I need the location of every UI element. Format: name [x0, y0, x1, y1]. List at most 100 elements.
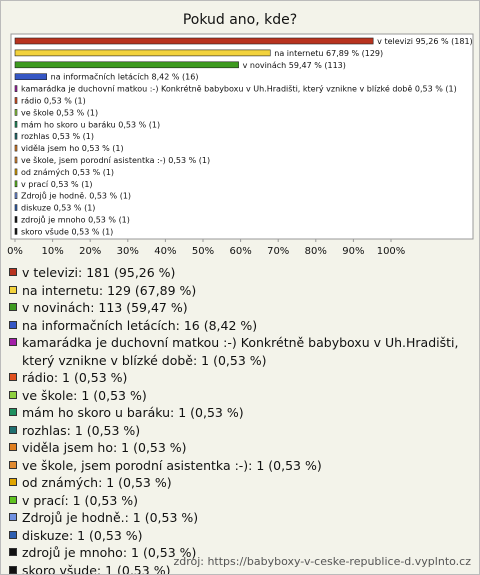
x-tick-label: 40%: [154, 246, 176, 257]
legend-label: diskuze: 1 (0,53 %): [22, 527, 143, 543]
legend-swatch: [9, 530, 17, 539]
category-label: mám ho skoro u baráku: [21, 120, 116, 129]
legend-swatch: [9, 495, 17, 504]
category-label: ve škole: [21, 107, 54, 117]
x-tick-label: 100%: [377, 246, 406, 257]
bar: [14, 204, 18, 211]
x-tick-label: 0%: [7, 246, 23, 257]
legend-swatch: [9, 408, 17, 416]
category-label: ve škole, jsem porodní asistentka :-): [21, 155, 166, 165]
category-label: kamarádka je duchovní matkou :-) Konkrét…: [21, 83, 412, 93]
legend-label: na informačních letácích: 16 (8,42 %): [22, 317, 258, 333]
category-label: na informačních letácích: [51, 71, 149, 81]
legend-label: ve škole: 1 (0,53 %): [22, 387, 147, 403]
chart-title: Pokud ano, kde?: [183, 12, 297, 28]
value-label: 0,53 % (1): [415, 84, 457, 93]
bar-label: Zdrojů je hodně. 0,53 % (1): [21, 190, 131, 200]
value-label: 0,53 % (1): [54, 203, 96, 212]
bar-label: od známých 0,53 % (1): [21, 167, 114, 176]
bar-label: ve škole 0,53 % (1): [21, 107, 98, 117]
bar: [14, 144, 18, 152]
bar: [14, 85, 18, 92]
legend-item: zdrojů je mnoho: 1 (0,53 %): [9, 544, 464, 562]
bar-label: mám ho skoro u baráku 0,53 % (1): [21, 120, 160, 129]
category-label: rozhlas: [21, 132, 50, 141]
bar-label: viděla jsem ho 0,53 % (1): [21, 144, 124, 153]
legend-item: rádio: 1 (0,53 %): [9, 369, 464, 387]
category-label: v prací: [21, 179, 49, 188]
legend-swatch: [9, 320, 17, 329]
legend-swatch: [9, 460, 17, 469]
category-label: od známých: [21, 167, 70, 176]
bar-label: rádio 0,53 % (1): [21, 96, 86, 105]
value-label: 8,42 % (16): [152, 72, 199, 81]
legend-item: Zdrojů je hodně.: 1 (0,53 %): [9, 509, 464, 527]
category-label: v novinách: [243, 60, 287, 69]
bar-label: v novinách 59,47 % (113): [243, 60, 346, 69]
x-tick-label: 60%: [229, 246, 251, 257]
legend-label: v novinách: 113 (59,47 %): [22, 300, 188, 315]
value-label: 0,53 % (1): [72, 167, 114, 176]
bar: [14, 61, 239, 69]
value-label: 0,53 % (1): [88, 215, 130, 224]
category-label: na internetu: [274, 48, 323, 57]
legend-item: v televizi: 181 (95,26 %): [9, 264, 464, 282]
legend-item: ve škole: 1 (0,53 %): [9, 387, 464, 405]
bar: [14, 132, 18, 140]
bar-label: kamarádka je duchovní matkou :-) Konkrét…: [21, 83, 457, 93]
legend-label: skoro všude: 1 (0,53 %): [22, 562, 171, 575]
bar: [14, 156, 18, 164]
value-label: 0,53 % (1): [89, 191, 131, 200]
bar: [14, 121, 18, 128]
legend-item: kamarádka je duchovní matkou :-) Konkrét…: [9, 334, 464, 369]
legend-item: na internetu: 129 (67,89 %): [9, 282, 464, 300]
bar-label: v televizi 95,26 % (181): [377, 37, 473, 46]
legend-label: na internetu: 129 (67,89 %): [22, 282, 197, 298]
legend-item: rozhlas: 1 (0,53 %): [9, 422, 464, 440]
bar-label: v prací 0,53 % (1): [21, 179, 93, 188]
legend-label: v prací: 1 (0,53 %): [22, 492, 138, 508]
legend-label: rozhlas: 1 (0,53 %): [22, 422, 141, 438]
bar-label: na informačních letácích 8,42 % (16): [51, 71, 199, 81]
x-tick-label: 70%: [267, 246, 289, 257]
legend-swatch: [9, 285, 17, 294]
legend-label: rádio: 1 (0,53 %): [22, 370, 128, 385]
legend-item: ve škole, jsem porodní asistentka :-): 1…: [9, 457, 464, 475]
chart: Pokud ano, kde? 0% 10% 20% 30% 40% 50% 60% 70% 8…: [7, 12, 474, 257]
value-label: 59,47 % (113): [289, 60, 346, 69]
value-label: 0,53 % (1): [118, 120, 160, 129]
category-label: v televizi: [377, 37, 413, 46]
x-tick-label: 90%: [342, 246, 364, 257]
legend-swatch: [9, 390, 17, 399]
legend-label: Zdrojů je hodně.: 1 (0,53 %): [22, 510, 199, 525]
legend-swatch: [9, 373, 17, 381]
legend-item: od známých: 1 (0,53 %): [9, 474, 464, 492]
value-label: 0,53 % (1): [44, 96, 86, 105]
bar-label: ve škole, jsem porodní asistentka :-) 0,…: [21, 155, 210, 165]
source: zdroj: https://babyboxy-v-ceske-republic…: [173, 555, 471, 568]
value-label: 0,53 % (1): [56, 108, 98, 117]
legend-label: mám ho skoro u baráku: 1 (0,53 %): [22, 405, 244, 420]
category-label: diskuze: [21, 203, 51, 212]
bar: [14, 180, 18, 188]
legend-label: od známých: 1 (0,53 %): [22, 475, 172, 490]
category-label: skoro všude: [21, 226, 69, 236]
legend-label: ve škole, jsem porodní asistentka :-): 1…: [22, 457, 322, 473]
legend-item: diskuze: 1 (0,53 %): [9, 527, 464, 545]
x-tick-label: 50%: [192, 246, 214, 257]
legend-item: skoro všude: 1 (0,53 %): [9, 562, 464, 575]
legend-swatch: [9, 268, 17, 276]
bar: [14, 49, 271, 57]
bar-label: skoro všude 0,53 % (1): [21, 226, 113, 236]
legend-item: viděla jsem ho: 1 (0,53 %): [9, 439, 464, 457]
x-tick-label: 10%: [41, 246, 63, 257]
bar: [14, 37, 374, 45]
value-label: 0,53 % (1): [168, 156, 210, 165]
category-label: Zdrojů je hodně.: [21, 190, 87, 200]
legend-swatch: [9, 548, 17, 556]
legend-item: na informačních letácích: 16 (8,42 %): [9, 317, 464, 335]
legend-label: zdrojů je mnoho: 1 (0,53 %): [22, 545, 197, 560]
bar: [14, 216, 18, 223]
value-label: 0,53 % (1): [51, 179, 93, 188]
